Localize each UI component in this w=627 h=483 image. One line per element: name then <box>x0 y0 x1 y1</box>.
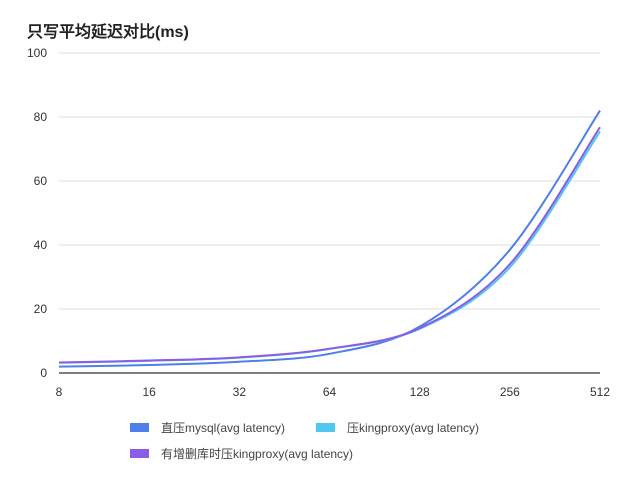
series-line <box>58 110 601 368</box>
x-tick-label: 512 <box>590 385 610 399</box>
legend-swatch <box>130 423 149 432</box>
legend-swatch <box>130 449 149 458</box>
legend-label: 压kingproxy(avg latency) <box>347 421 480 435</box>
y-tick-label: 100 <box>27 46 47 60</box>
legend-label: 直压mysql(avg latency) <box>161 421 286 435</box>
legend-item-kingproxy[interactable]: 压kingproxy(avg latency) <box>316 419 479 436</box>
x-tick-label: 16 <box>142 385 156 399</box>
y-tick-label: 20 <box>34 302 48 316</box>
x-tick-label: 32 <box>233 385 247 399</box>
legend-swatch <box>316 423 335 432</box>
chart-title: 只写平均延迟对比(ms) <box>27 24 189 41</box>
y-tick-label: 0 <box>40 366 47 380</box>
x-tick-label: 8 <box>56 385 63 399</box>
y-tick-label: 60 <box>34 174 48 188</box>
legend-item-kingproxy-ddl[interactable]: 有增删库时压kingproxy(avg latency) <box>130 445 353 462</box>
series-line <box>58 126 601 364</box>
x-tick-label: 64 <box>323 385 337 399</box>
x-tick-label: 128 <box>410 385 430 399</box>
legend-item-mysql[interactable]: 直压mysql(avg latency) <box>130 419 285 436</box>
series-line <box>58 130 601 364</box>
y-tick-label: 40 <box>34 238 48 252</box>
x-tick-label: 256 <box>500 385 520 399</box>
y-tick-label: 80 <box>34 110 48 124</box>
legend-label: 有增删库时压kingproxy(avg latency) <box>161 447 354 461</box>
